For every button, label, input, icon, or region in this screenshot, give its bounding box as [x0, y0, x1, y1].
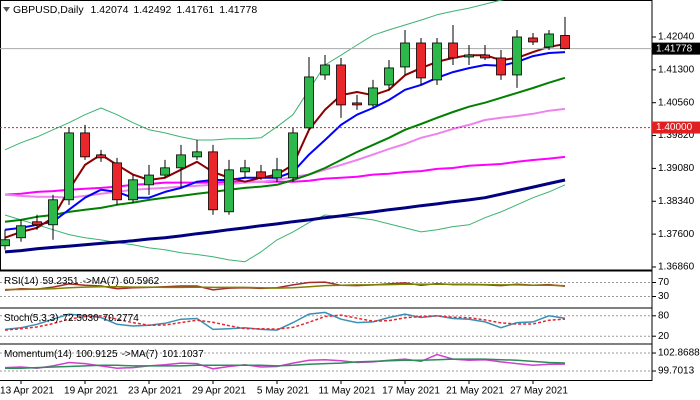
y-tick-label: 80 — [658, 310, 670, 321]
x-tick-label: 5 May 2021 — [257, 386, 310, 397]
indicator-name: ->MA(7) — [83, 276, 119, 287]
moving-average-line — [4, 178, 566, 254]
moving-average-line — [4, 0, 505, 151]
candle-body — [96, 154, 106, 159]
indicator-line — [5, 358, 566, 369]
indicator-line — [4, 311, 566, 331]
indicator-title: RSI(14) 59.2351 ->MA(7) 60.5962 — [4, 276, 160, 287]
candle-body — [112, 162, 122, 201]
indicator-title: Stoch(5,3,3) 72.5030 70.2774 — [4, 313, 139, 324]
moving-average-line — [4, 51, 566, 231]
y-tick-label: 102.8688 — [658, 348, 700, 359]
x-tick-label: 13 Apr 2021 — [0, 386, 54, 397]
candle-body — [0, 239, 10, 247]
candle-body — [384, 67, 394, 86]
header-high: 1.42492 — [133, 4, 171, 16]
indicator-value: 100.9125 — [76, 349, 118, 360]
header-open: 1.42074 — [91, 4, 129, 16]
candle-body — [224, 169, 234, 213]
indicator-name: Stoch(5,3,3) — [4, 313, 58, 324]
candle-body — [320, 64, 330, 76]
header-close: 1.41778 — [219, 4, 257, 16]
candle-body — [336, 64, 346, 106]
x-tick-label: 19 Apr 2021 — [64, 386, 118, 397]
y-tick-label: 99.7013 — [658, 366, 695, 377]
main-plot — [0, 0, 652, 263]
candle-body — [496, 57, 506, 76]
candle-body — [32, 221, 42, 226]
y-tick-label: 70 — [658, 277, 670, 288]
indicator-plot — [0, 281, 652, 372]
x-tick-label: 23 Apr 2021 — [128, 386, 182, 397]
level-label-bg — [652, 121, 700, 134]
indicator-value: 72.5030 — [62, 313, 99, 324]
indicator-name: Momentum(14) — [4, 349, 72, 360]
y-tick-label: 1.40560 — [658, 97, 695, 108]
candle-body — [160, 167, 170, 176]
indicator-name: RSI(14) — [4, 276, 38, 287]
candle-body — [560, 35, 570, 50]
header-low: 1.41761 — [176, 4, 214, 16]
candle-body — [528, 37, 538, 43]
x-tick-label: 11 May 2021 — [318, 386, 376, 397]
moving-average-line — [4, 107, 566, 199]
candle-body — [400, 42, 410, 68]
candle-body — [464, 54, 474, 58]
candle-body — [544, 33, 554, 48]
indicator-value: 101.1037 — [162, 349, 204, 360]
y-tick-label: 1.42040 — [658, 32, 695, 43]
y-tick-label: 1.41300 — [658, 64, 695, 75]
level-label: 1.40000 — [656, 122, 693, 133]
indicator-title: Momentum(14) 100.9125 ->MA(7) 101.1037 — [4, 349, 204, 360]
indicator-value: 60.5962 — [123, 276, 160, 287]
y-tick-label: 20 — [658, 331, 670, 342]
current-price-bg — [652, 42, 700, 55]
main-panel-frame — [0, 0, 653, 271]
candle-body — [272, 169, 282, 179]
candle-body — [304, 76, 314, 129]
chart-header: GBPUSD,Daily 1.42074 1.42492 1.41761 1.4… — [13, 4, 257, 16]
chart-title: GBPUSD,Daily — [13, 4, 84, 16]
candle-body — [432, 42, 442, 81]
symbol-icon — [3, 7, 10, 12]
current-price-label: 1.41778 — [656, 43, 693, 54]
x-tick-label: 17 May 2021 — [382, 386, 440, 397]
y-tick-label: 1.36860 — [658, 262, 695, 273]
candle-body — [128, 179, 138, 201]
candle-body — [256, 171, 266, 179]
candle-body — [192, 151, 202, 158]
x-tick-label: 21 May 2021 — [446, 386, 504, 397]
indicator-name: ->MA(7) — [122, 349, 158, 360]
candle-body — [176, 154, 186, 169]
candle-body — [64, 132, 74, 201]
candle-body — [288, 132, 298, 179]
candle-body — [16, 225, 26, 239]
candle-body — [240, 167, 250, 173]
candle-body — [352, 102, 362, 106]
moving-average-line — [4, 184, 566, 263]
candle-body — [48, 199, 58, 226]
indicator-value: 59.2351 — [42, 276, 79, 287]
moving-average-line — [4, 76, 566, 223]
indicator-line — [5, 283, 566, 291]
y-tick-label: 1.39080 — [658, 163, 695, 174]
candle-body — [80, 132, 90, 158]
y-tick-label: 1.39820 — [658, 130, 695, 141]
candle-body — [480, 54, 490, 59]
candle-body — [448, 42, 458, 59]
y-tick-label: 1.37600 — [658, 229, 695, 240]
candle-body — [208, 151, 218, 211]
y-tick-label: 1.38340 — [658, 196, 695, 207]
candle-body — [368, 87, 378, 106]
candle-body — [144, 174, 154, 186]
indicator-value: 70.2774 — [103, 313, 140, 324]
x-tick-label: 29 Apr 2021 — [192, 386, 246, 397]
candle-body — [512, 36, 522, 76]
x-tick-label: 27 May 2021 — [510, 386, 568, 397]
candle-body — [416, 42, 426, 79]
y-tick-label: 30 — [658, 291, 670, 302]
